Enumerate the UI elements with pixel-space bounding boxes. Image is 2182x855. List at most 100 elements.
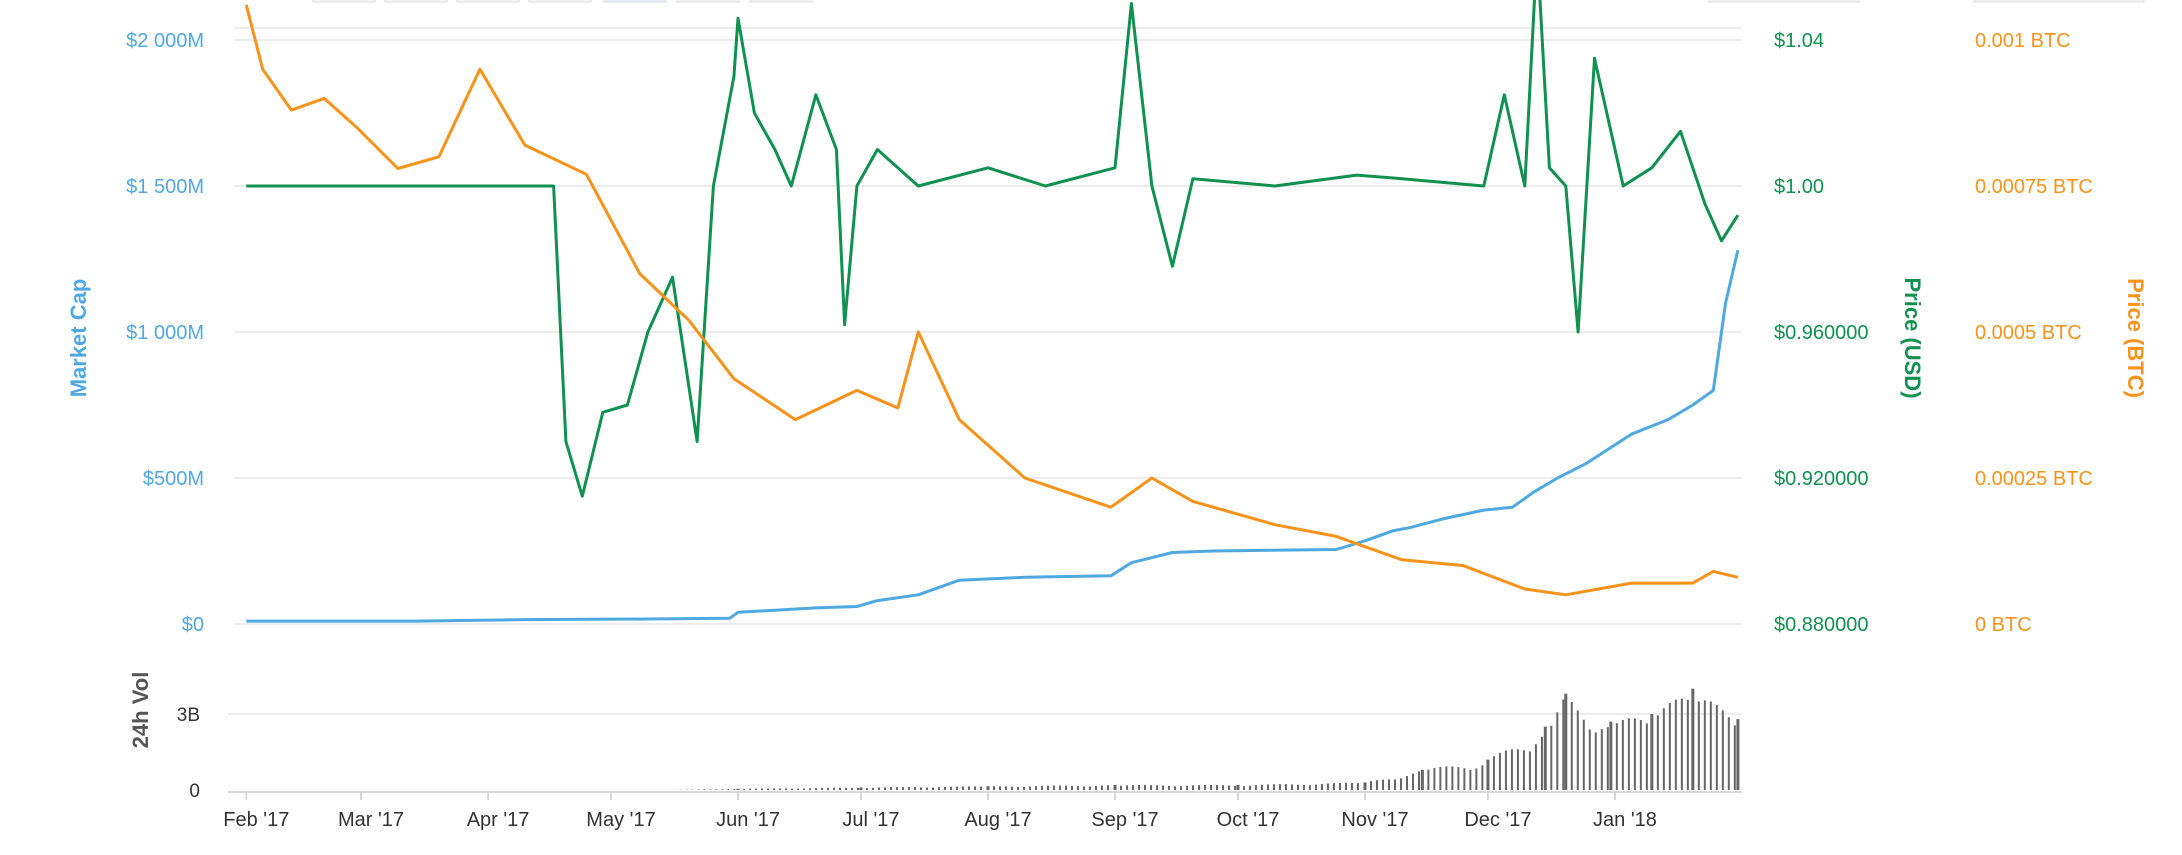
range-button[interactable] <box>529 0 591 2</box>
volume-bar <box>767 788 769 790</box>
volume-bar <box>980 787 982 790</box>
volume-bar <box>878 788 880 790</box>
volume-bar <box>1017 787 1019 790</box>
volume-bar <box>1138 785 1140 790</box>
tick-label: 0.001 BTC <box>1975 30 2071 52</box>
volume-bar <box>1669 703 1671 790</box>
volume-bar <box>803 789 805 790</box>
tick-label: $0.880000 <box>1774 614 1869 636</box>
volume-bar <box>1071 786 1073 790</box>
tick-label: 0.00075 BTC <box>1975 176 2093 198</box>
volume-bar <box>1595 732 1597 790</box>
volume-bar <box>1234 786 1236 790</box>
volume-bar <box>974 786 976 790</box>
volume-bar <box>1704 700 1706 790</box>
tick-label: 0 <box>189 781 200 802</box>
tick-label: $1 000M <box>126 322 204 344</box>
volume-bar <box>1529 752 1531 790</box>
range-button[interactable] <box>604 0 666 2</box>
volume-bar <box>1609 722 1612 790</box>
volume-bar <box>1646 723 1648 790</box>
volume-bar <box>755 789 757 790</box>
volume-bar <box>809 788 811 790</box>
volume-bar <box>1333 783 1335 790</box>
volume-bar <box>1273 784 1275 790</box>
price-usd-axis-title: Price (USD) <box>1900 277 1925 398</box>
volume-bar <box>968 786 970 790</box>
market-cap-axis: $0$500M$1 000M$1 500M$2 000M <box>126 30 204 636</box>
volume-bar <box>1150 785 1152 790</box>
volume-bar <box>1243 786 1245 790</box>
volume-bar <box>1650 714 1653 790</box>
tick-label: $0.920000 <box>1774 468 1869 490</box>
volume-axis-title: 24h Vol <box>128 672 153 749</box>
volume-bar <box>1345 783 1347 790</box>
x-tick-label: May '17 <box>586 809 655 831</box>
volume-bar <box>1114 785 1117 790</box>
volume-bar <box>703 789 705 790</box>
volume-bar <box>1445 766 1447 790</box>
x-tick-label: Oct '17 <box>1217 809 1280 831</box>
date-from-input[interactable] <box>1709 0 1859 2</box>
volume-bar <box>749 789 751 790</box>
range-button[interactable] <box>677 0 739 2</box>
price-usd-axis: $0.880000$0.920000$0.960000$1.00$1.04 <box>1774 30 1869 636</box>
volume-bar <box>1577 710 1579 790</box>
volume-bars <box>673 689 1739 790</box>
x-tick-label: Sep '17 <box>1091 809 1158 831</box>
volume-bar <box>727 789 729 790</box>
range-button[interactable] <box>457 0 519 2</box>
x-tick-label: Jan '18 <box>1593 809 1657 831</box>
x-tick-label: Feb '17 <box>223 809 289 831</box>
volume-bar <box>1059 786 1061 790</box>
range-button[interactable] <box>313 0 375 2</box>
range-button[interactable] <box>385 0 447 2</box>
date-to-input[interactable] <box>1974 0 2144 2</box>
volume-bar <box>1065 786 1067 790</box>
volume-bar <box>920 787 922 790</box>
volume-bar <box>1734 725 1736 790</box>
tick-label: 3B <box>177 705 200 726</box>
x-tick-label: Jun '17 <box>716 809 780 831</box>
volume-bar <box>1463 768 1465 790</box>
tick-label: $1.04 <box>1774 30 1824 52</box>
market_cap-line <box>246 250 1738 621</box>
volume-bar <box>1607 727 1609 790</box>
volume-bar <box>1101 786 1103 790</box>
price_usd-line <box>246 0 1738 496</box>
range-button-group[interactable] <box>313 0 812 2</box>
tick-label: 0.0005 BTC <box>1975 322 2082 344</box>
volume-bar <box>1511 749 1513 790</box>
tick-label: 0 BTC <box>1975 614 2032 636</box>
tick-label: $0.960000 <box>1774 322 1869 344</box>
volume-bar <box>697 789 699 790</box>
volume-bar <box>1412 774 1414 790</box>
volume-bar <box>993 786 995 790</box>
volume-bar <box>859 787 862 790</box>
volume-bar <box>773 788 775 790</box>
volume-bar <box>827 788 829 790</box>
volume-bar <box>1400 778 1402 790</box>
volume-bar <box>1421 770 1424 790</box>
volume-bar <box>1285 784 1287 790</box>
volume-bar <box>1376 780 1378 790</box>
volume-bar <box>1339 783 1341 790</box>
volume-bar <box>1716 705 1718 790</box>
volume-bar <box>914 787 916 790</box>
volume-bar <box>833 788 835 790</box>
volume-bar <box>1120 786 1122 790</box>
tick-label: 0.00025 BTC <box>1975 468 2093 490</box>
market-cap-axis-title: Market Cap <box>66 279 91 398</box>
x-tick-label: Apr '17 <box>467 809 530 831</box>
volume-bar <box>896 787 898 790</box>
volume-bar <box>1523 750 1525 790</box>
volume-bar <box>1186 786 1188 790</box>
volume-bar <box>962 786 964 790</box>
volume-bar <box>1047 786 1049 790</box>
volume-bar <box>1628 718 1630 790</box>
volume-bar <box>1517 749 1519 790</box>
volume-bar <box>1562 700 1564 790</box>
range-button[interactable] <box>750 0 812 2</box>
volume-bar <box>902 787 904 790</box>
